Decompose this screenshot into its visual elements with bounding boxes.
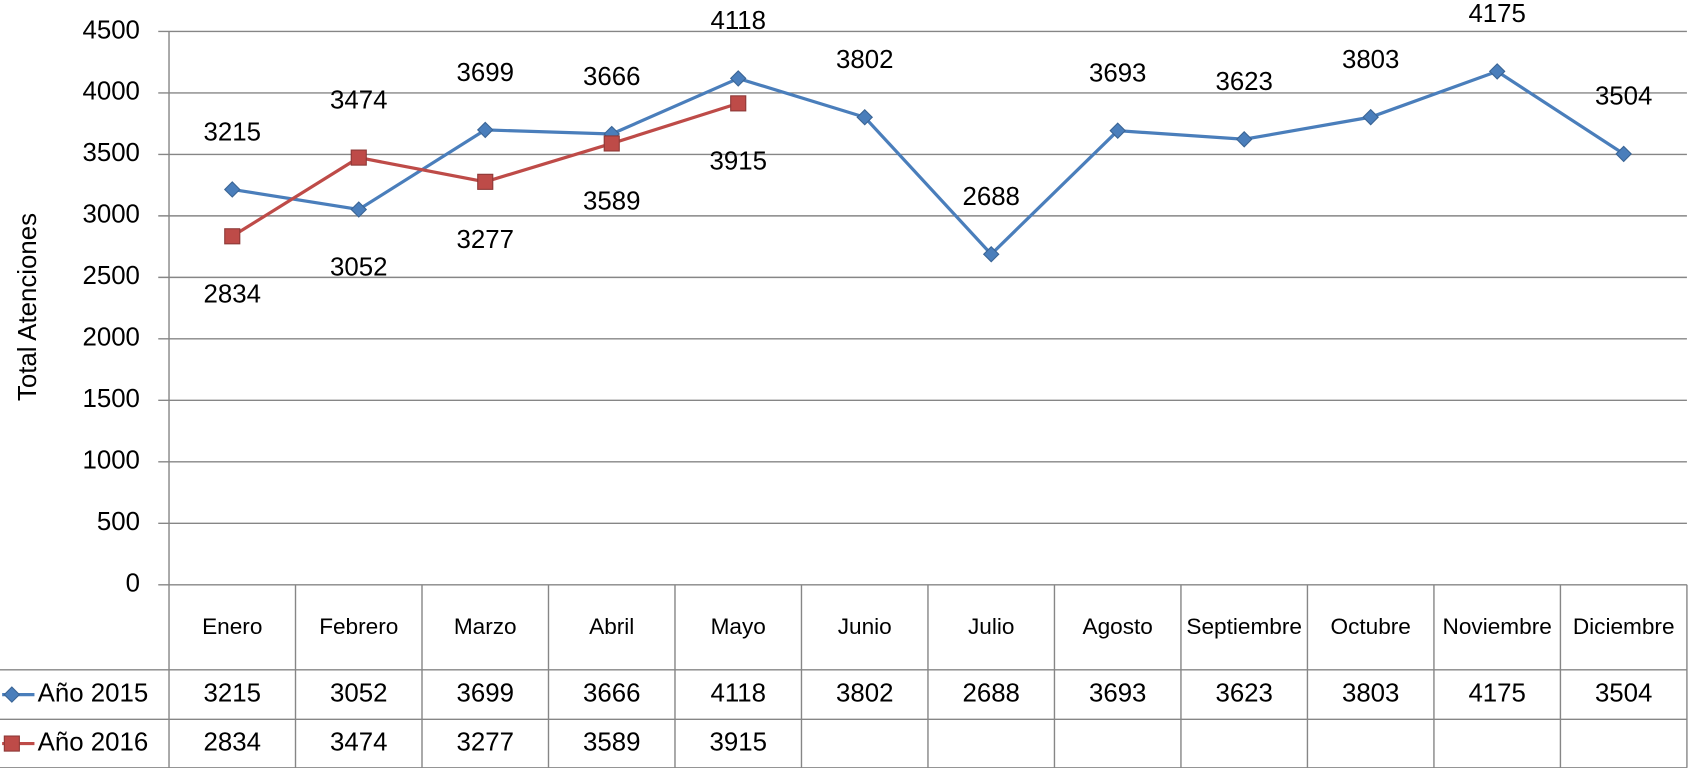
- x-tick-label: Octubre: [1331, 614, 1411, 639]
- y-tick-label: 1500: [82, 385, 139, 413]
- x-tick-label: Diciembre: [1573, 614, 1675, 639]
- data-label: 4175: [1468, 0, 1525, 28]
- marker: [224, 228, 241, 245]
- data-label: 3802: [836, 46, 893, 74]
- marker: [1488, 63, 1506, 80]
- x-tick-label: Marzo: [454, 614, 517, 639]
- y-axis-label: Total Atenciones: [14, 213, 42, 401]
- marker: [1235, 130, 1253, 148]
- data-label: 3623: [1215, 68, 1272, 96]
- data-label: 3215: [204, 118, 261, 146]
- table-value: 3693: [1089, 679, 1146, 707]
- x-tick-label: Abril: [589, 614, 634, 639]
- marker: [477, 173, 494, 190]
- table-value: 3803: [1342, 679, 1399, 707]
- table-value: 2834: [204, 728, 261, 756]
- x-tick-label: Mayo: [711, 614, 766, 639]
- y-tick-label: 3500: [82, 139, 139, 167]
- table-value: 3504: [1595, 679, 1652, 707]
- table-value: 4175: [1468, 679, 1525, 707]
- table-value: 3277: [457, 728, 514, 756]
- y-tick-label: 2000: [82, 324, 139, 352]
- table-value: 3052: [330, 679, 387, 707]
- legend-label: Año 2016: [38, 728, 149, 756]
- marker: [603, 135, 620, 152]
- table-value: 3215: [204, 679, 261, 707]
- x-tick-label: Noviembre: [1443, 614, 1552, 639]
- marker: [982, 245, 1000, 263]
- x-tick-label: Septiembre: [1186, 614, 1302, 639]
- data-label: 4118: [710, 7, 766, 35]
- data-label: 2688: [962, 183, 1019, 211]
- marker: [1615, 145, 1632, 163]
- data-label: 3589: [583, 187, 640, 215]
- marker: [350, 149, 367, 166]
- marker: [3, 735, 20, 752]
- data-label: 3052: [330, 254, 387, 282]
- data-label: 3693: [1089, 60, 1146, 88]
- data-label: 3699: [457, 59, 514, 87]
- series-line: [232, 69, 1625, 257]
- data-label: 3666: [583, 63, 640, 91]
- y-tick-label: 0: [126, 570, 140, 598]
- x-tick-label: Agosto: [1083, 614, 1153, 639]
- y-tick-label: 3000: [82, 201, 139, 229]
- table-value: 3666: [583, 679, 640, 707]
- marker: [1362, 108, 1379, 126]
- marker: [730, 95, 747, 112]
- y-tick-label: 1000: [82, 447, 139, 475]
- table-value: 4118: [710, 679, 766, 707]
- x-tick-label: Enero: [202, 614, 262, 639]
- table-value: 3589: [583, 728, 640, 756]
- data-label: 3504: [1595, 83, 1652, 111]
- marker: [729, 70, 747, 87]
- marker: [223, 181, 241, 198]
- data-label: 2834: [204, 280, 261, 308]
- data-label: 3803: [1342, 46, 1399, 74]
- table-value: 3699: [457, 679, 514, 707]
- y-tick-label: 2500: [82, 262, 139, 290]
- table-value: 3474: [330, 728, 387, 756]
- x-tick-label: Junio: [838, 614, 892, 639]
- table-value: 2688: [962, 679, 1019, 707]
- x-tick-label: Febrero: [319, 614, 398, 639]
- data-label: 3474: [330, 86, 387, 114]
- marker: [3, 686, 21, 703]
- data-label: 3277: [457, 226, 514, 254]
- marker: [1109, 122, 1127, 139]
- legend-label: Año 2015: [38, 679, 149, 707]
- x-tick-label: Julio: [968, 614, 1014, 639]
- table-value: 3623: [1215, 679, 1272, 707]
- marker: [476, 121, 494, 139]
- table-value: 3802: [836, 679, 893, 707]
- y-tick-label: 4000: [82, 78, 139, 106]
- y-tick-label: 500: [97, 508, 140, 536]
- marker: [856, 108, 874, 126]
- y-tick-label: 4500: [82, 16, 139, 44]
- table-value: 3915: [709, 728, 766, 756]
- data-label: 3915: [709, 147, 766, 175]
- marker: [350, 201, 368, 218]
